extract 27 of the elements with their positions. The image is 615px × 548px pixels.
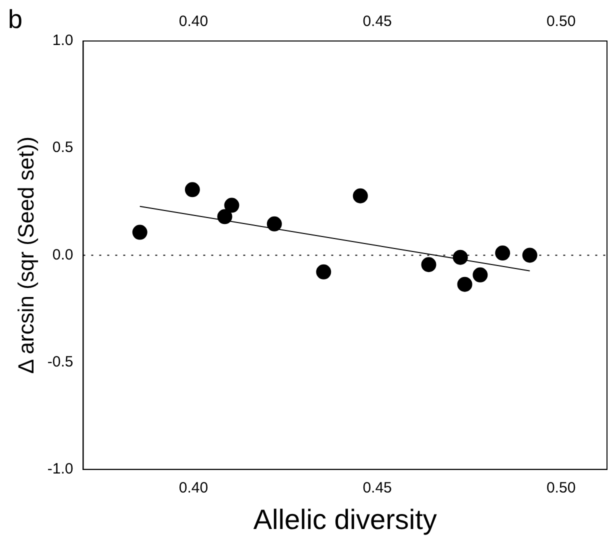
point bbox=[184, 182, 200, 198]
x-tick-label: 0.45 bbox=[362, 480, 392, 497]
point bbox=[495, 246, 510, 261]
y-tick-label: 1.0 bbox=[52, 32, 74, 50]
point bbox=[452, 250, 468, 265]
text: b bbox=[8, 4, 22, 34]
point bbox=[472, 267, 488, 282]
point bbox=[421, 257, 436, 272]
x2-tick-label: 0.45 bbox=[362, 13, 392, 30]
x-tick-label: 0.50 bbox=[546, 480, 576, 497]
point bbox=[316, 264, 332, 280]
y-tick-label: -1.0 bbox=[47, 460, 74, 478]
point bbox=[132, 224, 148, 240]
y-tick-label: 0.0 bbox=[52, 246, 74, 264]
point bbox=[266, 216, 282, 232]
point bbox=[352, 188, 368, 204]
y-tick-label: 0.5 bbox=[52, 139, 74, 156]
point bbox=[217, 209, 232, 224]
x2-tick-label: 0.50 bbox=[546, 13, 576, 30]
x2-tick-label: 0.40 bbox=[178, 13, 208, 30]
point bbox=[457, 276, 472, 292]
point bbox=[224, 198, 240, 213]
x-tick-label: 0.40 bbox=[178, 480, 208, 497]
x-axis-title: Allelic diversity bbox=[253, 504, 437, 535]
point bbox=[522, 248, 538, 263]
y-axis-title: Δ arcsin (sqr (Seed set)) bbox=[13, 136, 38, 374]
y-tick-label: -0.5 bbox=[47, 353, 74, 370]
